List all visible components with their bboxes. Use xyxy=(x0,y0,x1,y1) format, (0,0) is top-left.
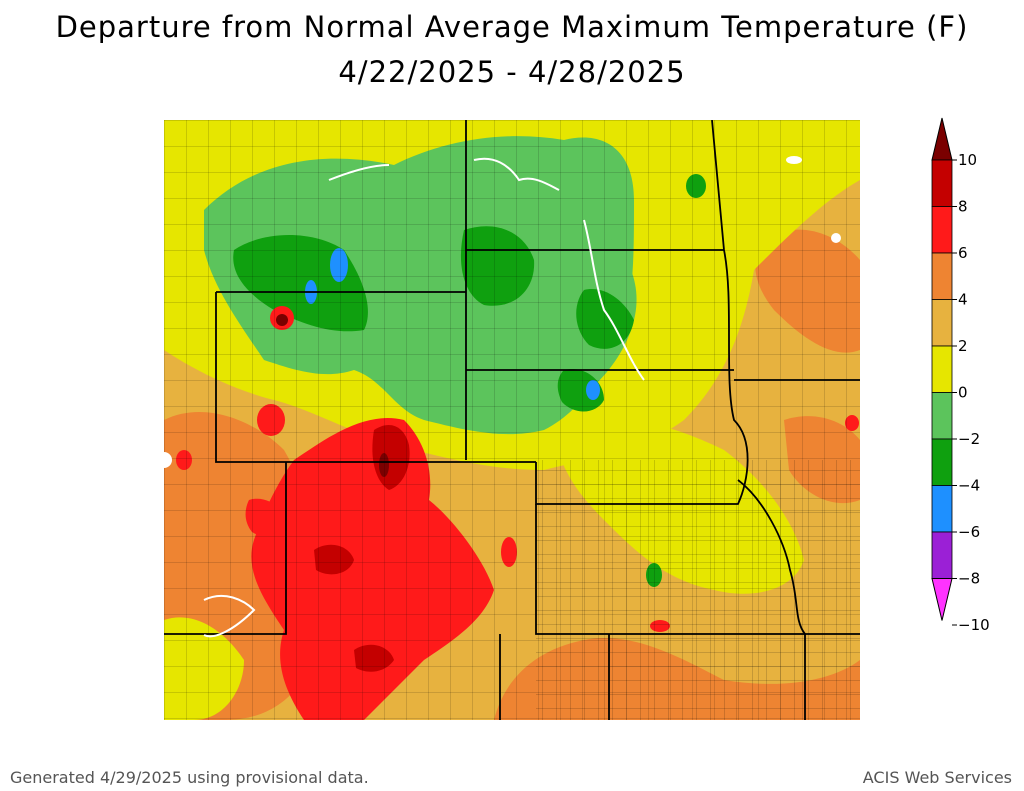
legend-bin xyxy=(931,299,953,347)
legend-bin xyxy=(931,345,953,393)
legend-bin xyxy=(931,438,953,486)
generated-note: Generated 4/29/2025 using provisional da… xyxy=(10,768,369,787)
legend-bin xyxy=(931,206,953,254)
legend-bin xyxy=(931,485,953,533)
color-legend: 10 8 6 4 2 0 −2 −4 −6 −8 −10 xyxy=(931,117,990,634)
legend-label: −6 xyxy=(958,523,980,541)
legend-label: −8 xyxy=(958,570,980,588)
legend-label: 8 xyxy=(958,198,968,216)
rivers xyxy=(203,157,645,638)
credit-text: ACIS Web Services xyxy=(862,768,1012,787)
legend-top-arrow xyxy=(931,117,953,161)
legend-bin xyxy=(931,252,953,300)
legend-label: −10 xyxy=(958,616,990,634)
temperature-departure-map xyxy=(164,120,860,720)
legend-bin xyxy=(931,531,953,579)
lakes xyxy=(164,156,841,468)
legend-bottom-arrow xyxy=(931,578,953,621)
legend-label: 6 xyxy=(958,244,968,262)
legend-label: 4 xyxy=(958,291,968,309)
legend-label: 0 xyxy=(958,384,968,402)
legend-bin xyxy=(931,159,953,207)
legend-label: −4 xyxy=(958,477,980,495)
legend-label: 2 xyxy=(958,337,968,355)
date-range: 4/22/2025 - 4/28/2025 xyxy=(338,55,686,89)
county-grid-east xyxy=(536,460,860,720)
map-title: Departure from Normal Average Maximum Te… xyxy=(55,10,969,44)
legend-label: −2 xyxy=(958,430,980,448)
state-boundaries xyxy=(164,120,860,720)
legend-bin xyxy=(931,392,953,440)
legend-label: 10 xyxy=(958,151,977,169)
